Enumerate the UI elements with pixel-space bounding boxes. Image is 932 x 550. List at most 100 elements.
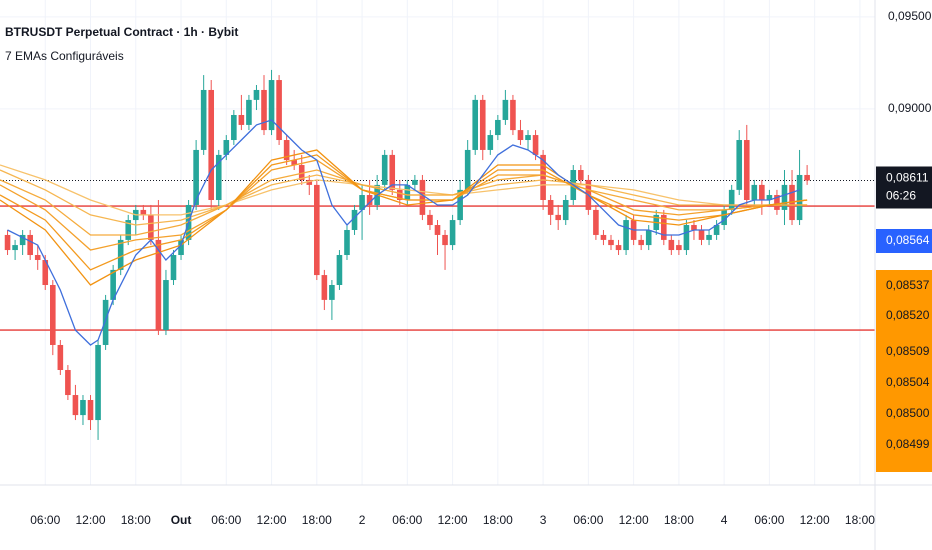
price-label: 0,08537 [886,278,930,292]
candle-body [676,245,682,251]
candle-body [276,80,282,141]
candle-body [743,140,750,200]
candle-body [125,220,132,240]
price-label-box [876,429,932,472]
candle-body [457,189,463,221]
candle-body [170,255,177,281]
candle-body [517,130,524,141]
price-label-box [876,270,932,301]
candle-body [329,285,335,300]
candle-body [117,239,124,270]
x-tick-label: 18:00 [483,513,513,527]
candle-body [427,214,433,226]
x-tick-label: 12:00 [619,513,649,527]
candle-body [163,280,169,331]
candle-body [464,149,471,190]
x-tick-label: 18:00 [302,513,332,527]
candle-body [706,234,712,240]
candle-body [683,225,690,251]
candle-body [344,229,350,256]
candle-body [593,209,599,235]
candle-body [193,149,199,205]
candle-body [442,234,448,246]
x-tick-label: 18:00 [845,513,875,527]
candle-body [72,395,79,416]
candle-body [321,275,328,300]
price-label-box [876,367,932,399]
candle-body [65,370,71,396]
candle-body [479,99,486,150]
candle-body [34,255,41,260]
x-tick-label: 12:00 [257,513,287,527]
price-label-box [876,398,932,430]
candle-body [532,135,539,155]
candle-body [215,154,222,200]
candle-body [336,255,343,286]
candle-body [223,140,230,155]
candle-body [502,99,509,120]
candle-body [389,154,396,190]
candle-body [804,174,810,181]
candle-body [404,184,411,200]
candle-body [140,209,147,215]
candle-body [246,99,252,125]
candle-body [472,99,479,150]
candle-body [50,285,56,345]
candle-body [359,195,365,210]
candle-body [366,195,373,205]
x-tick-label: 06:00 [30,513,60,527]
candle-body [12,245,18,251]
ema-line [7,119,800,346]
price-label: 0,08520 [886,308,930,322]
candle-body [102,299,109,345]
candle-body [691,225,697,230]
plot-area [0,69,875,440]
candle-body [668,239,675,251]
candle-body [728,189,735,210]
candle-body [314,184,320,276]
candle-body [713,225,720,235]
price-label: 0,08509 [886,344,930,358]
x-tick-label: 3 [540,513,547,527]
candle-body [698,229,705,240]
price-label: 0,08564 [886,233,930,247]
candle-body [623,220,629,251]
candle-body [412,179,418,185]
candle-body [208,89,215,200]
candle-body [306,179,313,185]
x-tick-label: 18:00 [664,513,694,527]
candle-body [261,89,267,131]
candle-body [751,184,758,200]
candle-body [608,239,614,246]
candle-body [268,80,275,131]
price-label: 0,08504 [886,375,930,389]
axes: 0,09500 0,09000 06:00 12:00 18:00 Out 06:00 12:… [30,9,932,527]
ema-line [0,164,808,216]
candle-body [766,195,773,200]
candle-body [19,234,26,246]
x-tick-label: 12:00 [438,513,468,527]
y-tick-label: 0,09000 [888,101,932,115]
x-tick-label: 12:00 [800,513,830,527]
candle-body [645,229,652,246]
candle-body [231,114,237,141]
chart-subtitle: 7 EMAs Configuráveis [5,49,124,63]
price-label: 0,08499 [886,437,930,451]
x-tick-label: 18:00 [121,513,151,527]
candle-body [238,114,245,125]
x-tick-label: 06:00 [754,513,784,527]
candle-body [200,89,207,150]
x-tick-label: 06:00 [211,513,241,527]
candle-body [736,140,743,190]
candle-body [487,135,494,150]
candle-body [27,234,33,256]
price-label-box [876,229,932,253]
candle-body [148,214,154,240]
x-tick-label: 2 [359,513,366,527]
ema-line [0,154,808,271]
candle-body [396,189,403,200]
candle-body [600,234,607,240]
candle-body [419,179,426,215]
